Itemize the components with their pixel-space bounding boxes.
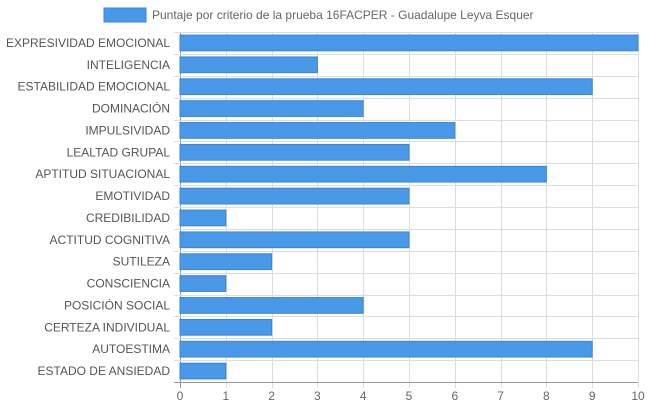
x-tick-label: 6 (451, 389, 458, 403)
category-label: CREDIBILIDAD (86, 211, 170, 225)
category-label: INTELIGENCIA (87, 58, 170, 72)
category-label: CERTEZA INDIVIDUAL (44, 320, 170, 334)
x-tick-label: 1 (222, 389, 229, 403)
bar[interactable] (179, 165, 547, 183)
x-tick-label: 3 (314, 389, 321, 403)
category-label: ESTABILIDAD EMOCIONAL (18, 80, 171, 94)
x-tick-label: 0 (177, 389, 184, 403)
x-tick-label: 9 (589, 389, 596, 403)
legend-swatch (103, 7, 147, 23)
legend-label: Puntaje por criterio de la prueba 16FACP… (152, 8, 534, 22)
bar[interactable] (179, 231, 410, 249)
category-label: POSICIÓN SOCIAL (64, 297, 170, 312)
category-label: ACTITUD COGNITIVA (50, 233, 170, 247)
x-axis-ticks: 0 1 2 3 4 5 6 7 8 9 10 (177, 389, 645, 403)
bar[interactable] (179, 275, 227, 292)
bar[interactable] (179, 362, 227, 380)
category-label: AUTOESTIMA (92, 342, 170, 356)
category-label: EMOTIVIDAD (95, 189, 170, 203)
category-label: CONSCIENCIA (87, 277, 170, 291)
category-label: LEALTAD GRUPAL (67, 145, 171, 159)
bar[interactable] (179, 340, 593, 358)
bar[interactable] (179, 187, 410, 205)
bar[interactable] (179, 100, 364, 117)
category-label: ESTADO DE ANSIEDAD (38, 364, 171, 378)
bar[interactable] (179, 297, 364, 314)
category-label: SUTILEZA (113, 255, 170, 269)
bar[interactable] (179, 78, 593, 96)
bar[interactable] (179, 56, 318, 74)
x-tick-label: 4 (360, 389, 367, 403)
x-tick-label: 2 (268, 389, 275, 403)
x-tick-label: 10 (631, 389, 645, 403)
category-labels: EXPRESIVIDAD EMOCIONAL INTELIGENCIA ESTABI… (6, 36, 170, 378)
legend[interactable]: Puntaje por criterio de la prueba 16FACP… (103, 7, 534, 23)
bar[interactable] (179, 122, 456, 139)
bar[interactable] (179, 318, 273, 336)
category-label: DOMINACIÓN (92, 101, 170, 116)
category-label: IMPULSIVIDAD (85, 123, 170, 137)
bar[interactable] (179, 253, 273, 271)
category-label: APTITUD SITUACIONAL (35, 167, 170, 181)
x-tick-label: 8 (543, 389, 550, 403)
x-tick-label: 7 (497, 389, 504, 403)
bar[interactable] (179, 209, 227, 227)
bar[interactable] (179, 34, 639, 52)
category-label: EXPRESIVIDAD EMOCIONAL (6, 36, 170, 50)
bars (179, 34, 639, 380)
bar[interactable] (179, 143, 410, 161)
x-tick-label: 5 (406, 389, 413, 403)
